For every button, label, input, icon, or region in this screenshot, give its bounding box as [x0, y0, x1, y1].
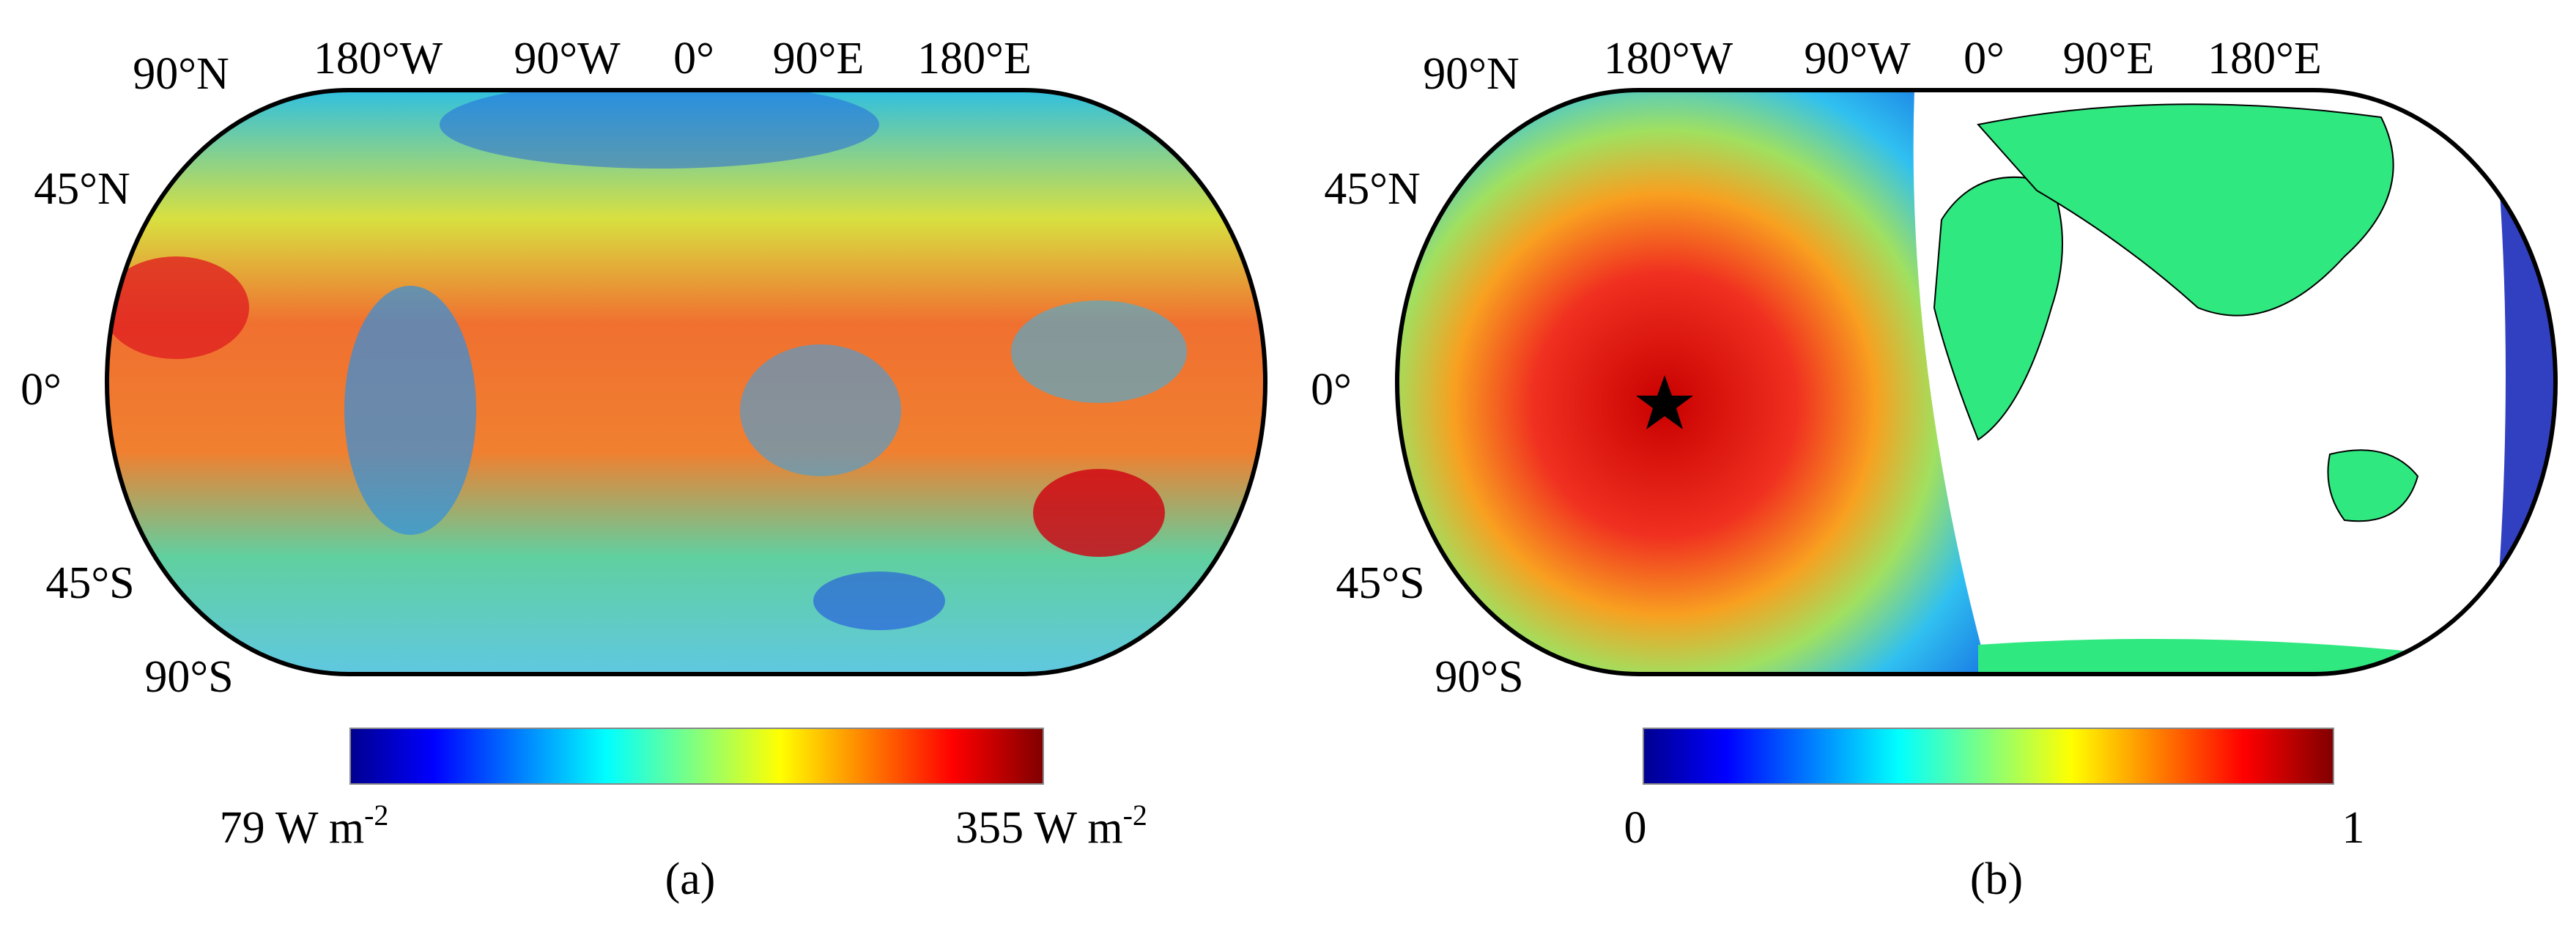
colorbar-label: 0 — [1624, 803, 1647, 853]
panel-label: (b) — [1970, 854, 2023, 904]
lat-label: 0° — [1311, 365, 1352, 415]
colorbar-label-sup: -2 — [1123, 799, 1147, 832]
lat-label: 45°S — [45, 558, 134, 608]
lon-label: 90°E — [2063, 34, 2155, 84]
lat-label: 90°N — [133, 49, 229, 99]
colorbar-label: 79 W m-2 — [220, 799, 389, 853]
star-marker — [1636, 375, 1693, 429]
lon-label: 90°W — [514, 34, 621, 84]
map-a — [107, 90, 1265, 674]
lat-label: 45°N — [1324, 164, 1421, 214]
map-b-frame — [1395, 88, 2558, 676]
colorbar-a — [349, 728, 1044, 785]
map-a-frame — [105, 88, 1267, 676]
lat-label: 0° — [21, 365, 62, 415]
lon-label: 180°E — [917, 34, 1032, 84]
colorbar-label-text: 355 W m — [955, 803, 1123, 853]
lat-label: 90°S — [144, 652, 233, 702]
colorbar-label: 355 W m-2 — [955, 799, 1147, 853]
lon-label: 0° — [1964, 34, 2005, 84]
lon-label: 180°W — [314, 34, 443, 84]
lat-label: 45°S — [1336, 558, 1424, 608]
lon-label: 180°W — [1604, 34, 1733, 84]
colorbar-label-text: 79 W m — [220, 803, 365, 853]
lon-label: 90°W — [1804, 34, 1911, 84]
lat-label: 45°N — [34, 164, 130, 214]
lat-label: 90°N — [1423, 49, 1520, 99]
panel-label: (a) — [665, 854, 716, 904]
lat-label: 90°S — [1435, 652, 1523, 702]
lon-label: 0° — [673, 34, 714, 84]
colorbar-label: 1 — [2342, 803, 2365, 853]
lon-label: 90°E — [773, 34, 865, 84]
colorbar-b — [1643, 728, 2334, 785]
map-b — [1397, 90, 2555, 674]
lon-label: 180°E — [2207, 34, 2322, 84]
colorbar-label-sup: -2 — [364, 799, 388, 832]
